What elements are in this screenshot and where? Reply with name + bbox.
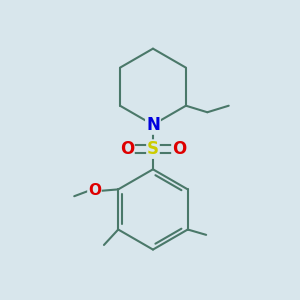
Text: O: O [172,140,186,158]
Text: O: O [120,140,134,158]
Text: N: N [146,116,160,134]
Text: O: O [88,183,101,198]
Text: N: N [146,116,160,134]
Text: S: S [147,140,159,158]
